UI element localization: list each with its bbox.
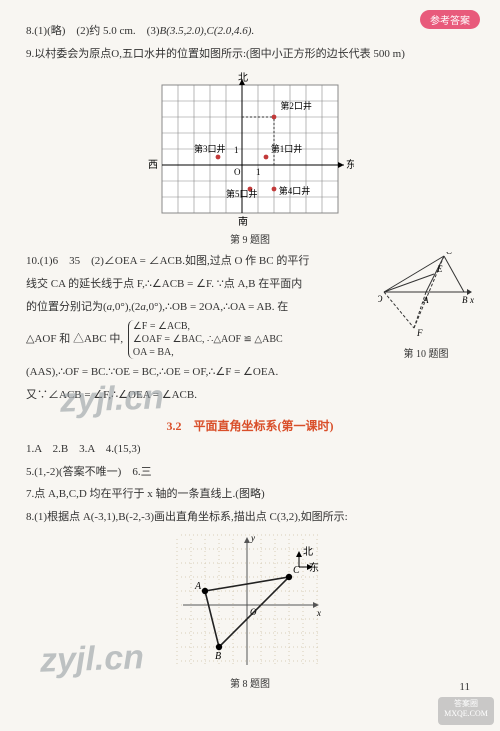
q9-text: 9.以村委会为原点O,五口水井的位置如图所示:(图中小正方形的边长代表 500 … [26, 45, 474, 64]
q10-figure: O A Bx C E F [378, 252, 474, 340]
s-line8: 8.(1)根据点 A(-3,1),B(-2,-3)画出直角坐标系,描出点 C(3… [26, 508, 474, 527]
badge-line2: MXQE.COM [438, 709, 494, 719]
svg-text:B: B [215, 651, 221, 662]
brace-row3: OA = BA, [133, 346, 283, 359]
q10-figure-block: O A Bx C E F 第 10 题图 [378, 252, 474, 360]
svg-text:A: A [422, 295, 429, 305]
s-line7: 7.点 A,B,C,D 均在平行于 x 轴的一条直线上.(图略) [26, 485, 474, 504]
svg-text:第3口井: 第3口井 [194, 144, 226, 155]
brace-row2: ∠OAF = ∠BAC, ∴△AOF ≌ △ABC [133, 333, 283, 346]
q10-fig-caption: 第 10 题图 [378, 345, 474, 360]
svg-text:C: C [293, 565, 300, 576]
svg-text:O: O [234, 167, 241, 177]
q8-prefix: 8.(1)(略) (2)约 5.0 cm. (3) [26, 25, 160, 37]
q10-line5: (AAS),∴OF = BC.∵OE = BC,∴OE = OF,∴∠F = ∠… [26, 363, 474, 382]
brace-row1: ∠F = ∠ACB, [133, 320, 283, 333]
svg-text:F: F [416, 328, 423, 338]
corner-badge: 答案圈 MXQE.COM [438, 697, 494, 725]
svg-text:y: y [250, 533, 255, 543]
svg-text:1: 1 [256, 167, 261, 177]
s-line1: 1.A 2.B 3.A 4.(15,3) [26, 440, 474, 459]
svg-text:第5口井: 第5口井 [226, 188, 258, 199]
badge-line1: 答案圈 [438, 699, 494, 709]
svg-text:B: B [462, 295, 468, 305]
svg-text:西: 西 [148, 160, 158, 171]
svg-text:C: C [446, 252, 453, 256]
answer-key-tag: 参考答案 [420, 10, 480, 29]
q10-l3b: ,0°),(2 [112, 301, 140, 313]
q10-line4-pre: △AOF 和 △ABC 中, [26, 333, 123, 345]
q10-line6: 又∵∠ACB = ∠F,∴∠OEA = ∠ACB. [26, 386, 474, 405]
section-title: 3.2 平面直角坐标系(第一课时) [26, 417, 474, 434]
q10-l3c: ,0°),∴OB = 2OA,∴OA = AB. 在 [146, 301, 288, 313]
svg-text:第1口井: 第1口井 [271, 144, 303, 155]
q9-grid-figure: O 1 1 北南 东 西 第2口井第1口井 第3口井第4口井 第5口井 [146, 69, 354, 229]
svg-text:1: 1 [234, 145, 239, 155]
svg-text:A: A [194, 581, 202, 592]
svg-text:E: E [436, 264, 443, 274]
svg-text:东: 东 [346, 158, 354, 171]
page-number: 11 [459, 681, 470, 693]
svg-text:O: O [378, 294, 383, 304]
svg-text:第2口井: 第2口井 [280, 100, 312, 111]
svg-text:x: x [469, 295, 474, 305]
s-line5: 5.(1,-2)(答案不唯一) 6.三 [26, 463, 474, 482]
svg-text:第4口井: 第4口井 [279, 185, 311, 196]
q8-points: B(3.5,2.0),C(2.0,4.6). [160, 25, 255, 37]
q9-caption: 第 9 题图 [26, 231, 474, 246]
svg-text:北: 北 [238, 72, 248, 84]
q8-figure: yxO北东ABC [175, 533, 325, 673]
svg-text:南: 南 [238, 215, 248, 228]
q8-text: 8.(1)(略) (2)约 5.0 cm. (3)B(3.5,2.0),C(2.… [26, 22, 474, 41]
svg-text:x: x [316, 608, 321, 618]
q10-brace: ∠F = ∠ACB, ∠OAF = ∠BAC, ∴△AOF ≌ △ABC OA … [128, 320, 285, 359]
q8-caption: 第 8 题图 [26, 675, 474, 690]
q10-l3a: 的位置分别记为( [26, 301, 107, 313]
svg-text:北: 北 [303, 546, 313, 558]
